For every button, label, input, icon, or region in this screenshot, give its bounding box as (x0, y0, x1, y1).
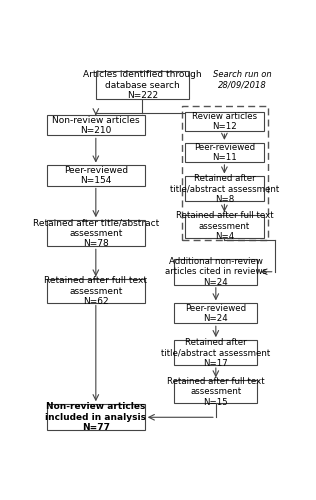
Text: Retained after full text
assessment
N=62: Retained after full text assessment N=62 (44, 276, 147, 306)
FancyBboxPatch shape (185, 112, 264, 131)
FancyBboxPatch shape (47, 220, 145, 246)
Text: Articles identified through
database search
N=222: Articles identified through database sea… (83, 70, 202, 100)
Text: Retained after
title/abstract assessment
N=17: Retained after title/abstract assessment… (161, 338, 270, 368)
Text: Additional non-review
articles cited in reviews
N=24: Additional non-review articles cited in … (165, 257, 267, 286)
FancyBboxPatch shape (47, 280, 145, 302)
FancyBboxPatch shape (185, 143, 264, 162)
FancyBboxPatch shape (185, 215, 264, 238)
FancyBboxPatch shape (47, 166, 145, 186)
FancyBboxPatch shape (185, 176, 264, 202)
FancyBboxPatch shape (47, 116, 145, 136)
Text: Peer-reviewed
N=154: Peer-reviewed N=154 (64, 166, 128, 185)
FancyBboxPatch shape (174, 340, 258, 365)
Text: Retained after full text
assessment
N=15: Retained after full text assessment N=15 (167, 377, 264, 407)
Text: Non-review articles
N=210: Non-review articles N=210 (52, 116, 140, 135)
Text: Search run on
28/09/2018: Search run on 28/09/2018 (213, 70, 272, 89)
Text: Retained after title/abstract
assessment
N=78: Retained after title/abstract assessment… (33, 218, 159, 248)
Text: Peer-reviewed
N=24: Peer-reviewed N=24 (185, 304, 246, 323)
FancyBboxPatch shape (96, 70, 189, 100)
FancyBboxPatch shape (47, 404, 145, 430)
FancyBboxPatch shape (174, 258, 258, 285)
Text: Retained after
title/abstract assessment
N=8: Retained after title/abstract assessment… (170, 174, 279, 204)
Text: Retained after full text
assessment
N=4: Retained after full text assessment N=4 (176, 212, 273, 241)
Text: Peer-reviewed
N=11: Peer-reviewed N=11 (194, 142, 255, 162)
Text: Review articles
N=12: Review articles N=12 (192, 112, 257, 132)
Text: Non-review articles
included in analysis
N=77: Non-review articles included in analysis… (45, 402, 146, 432)
FancyBboxPatch shape (174, 380, 258, 404)
FancyBboxPatch shape (174, 304, 258, 324)
